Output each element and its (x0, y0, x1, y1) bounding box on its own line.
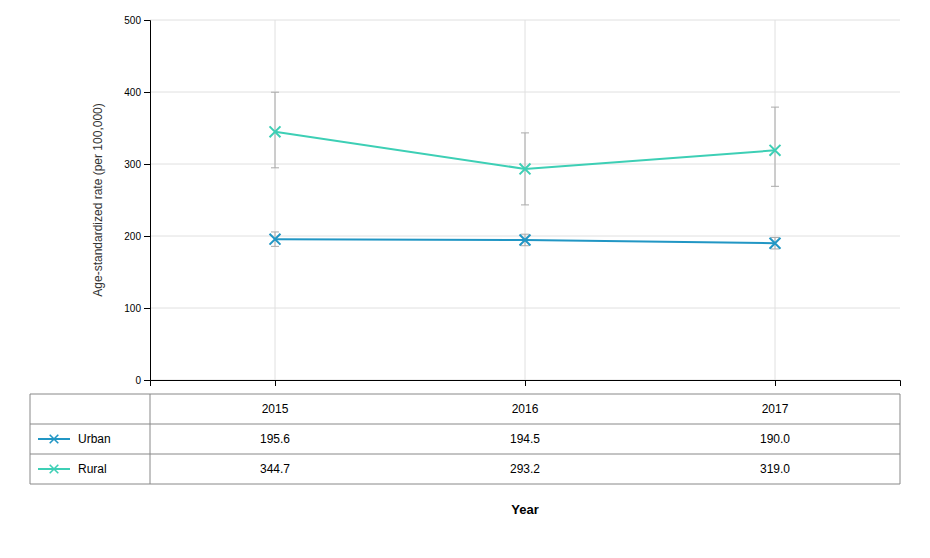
tick (275, 380, 276, 386)
grid (150, 20, 900, 380)
tick-label: 200 (124, 231, 141, 242)
table-border (30, 394, 900, 395)
table-header: 2017 (762, 402, 789, 416)
legend-label: Rural (78, 462, 107, 476)
tick-label: 0 (135, 375, 141, 386)
marker (770, 238, 781, 249)
legend-label: Urban (78, 432, 111, 446)
grid-line-x (775, 20, 776, 380)
tick-label: 400 (124, 87, 141, 98)
tick: 100 (124, 303, 150, 314)
tick-mark (275, 380, 276, 386)
axis-line (151, 381, 901, 387)
legend-icon (38, 465, 70, 474)
y-axis-title: Age-standardized rate (per 100,000) (91, 103, 105, 296)
chart-svg: 0 100 200 300 400 500 Age-standardized rate (p… (0, 0, 930, 558)
series-line (275, 132, 775, 169)
table-border (30, 424, 900, 425)
series (270, 232, 781, 249)
tick: 500 (124, 15, 150, 26)
tick-mark (525, 380, 526, 386)
tick-mark (144, 92, 150, 93)
table-header: 2015 (262, 402, 289, 416)
marker (520, 163, 531, 174)
table-border (30, 394, 31, 484)
table-value: 344.7 (260, 462, 290, 476)
tick-label: 300 (124, 159, 141, 170)
chart-container: 0 100 200 300 400 500 Age-standardized rate (p… (0, 0, 930, 558)
table-value: 190.0 (760, 432, 790, 446)
tick (525, 380, 526, 386)
data-table: 2015 2016 2017 Urban 195.6 194.5 190.0 Rural 344… (30, 394, 900, 484)
tick-mark (144, 164, 150, 165)
legend-icon (38, 435, 70, 444)
legend-icon-marker (50, 465, 59, 474)
marker (270, 234, 281, 245)
tick-mark (144, 20, 150, 21)
tick-label: 500 (124, 15, 141, 26)
marker (270, 126, 281, 137)
legend-icon-marker (50, 435, 59, 444)
plot-area (270, 92, 781, 249)
tick: 0 (135, 375, 150, 386)
grid-line-x (275, 20, 276, 380)
x-axis-title: Year (511, 502, 538, 517)
tick-mark (144, 380, 150, 381)
tick (775, 380, 776, 386)
tick: 400 (124, 87, 150, 98)
tick: 200 (124, 231, 150, 242)
table-value: 195.6 (260, 432, 290, 446)
table-value: 293.2 (510, 462, 540, 476)
tick: 300 (124, 159, 150, 170)
table-border (150, 394, 151, 484)
table-border (30, 454, 900, 455)
table-border (900, 394, 901, 484)
tick-mark (144, 236, 150, 237)
table-value: 194.5 (510, 432, 540, 446)
marker (520, 234, 531, 245)
table-border (30, 484, 900, 485)
table-value: 319.0 (760, 462, 790, 476)
table-header: 2016 (512, 402, 539, 416)
marker (770, 145, 781, 156)
y-axis: 0 100 200 300 400 500 (124, 15, 150, 386)
tick-label: 100 (124, 303, 141, 314)
tick-mark (775, 380, 776, 386)
tick-mark (144, 308, 150, 309)
axis-line (144, 21, 151, 381)
x-axis (151, 380, 901, 386)
series (270, 92, 781, 205)
